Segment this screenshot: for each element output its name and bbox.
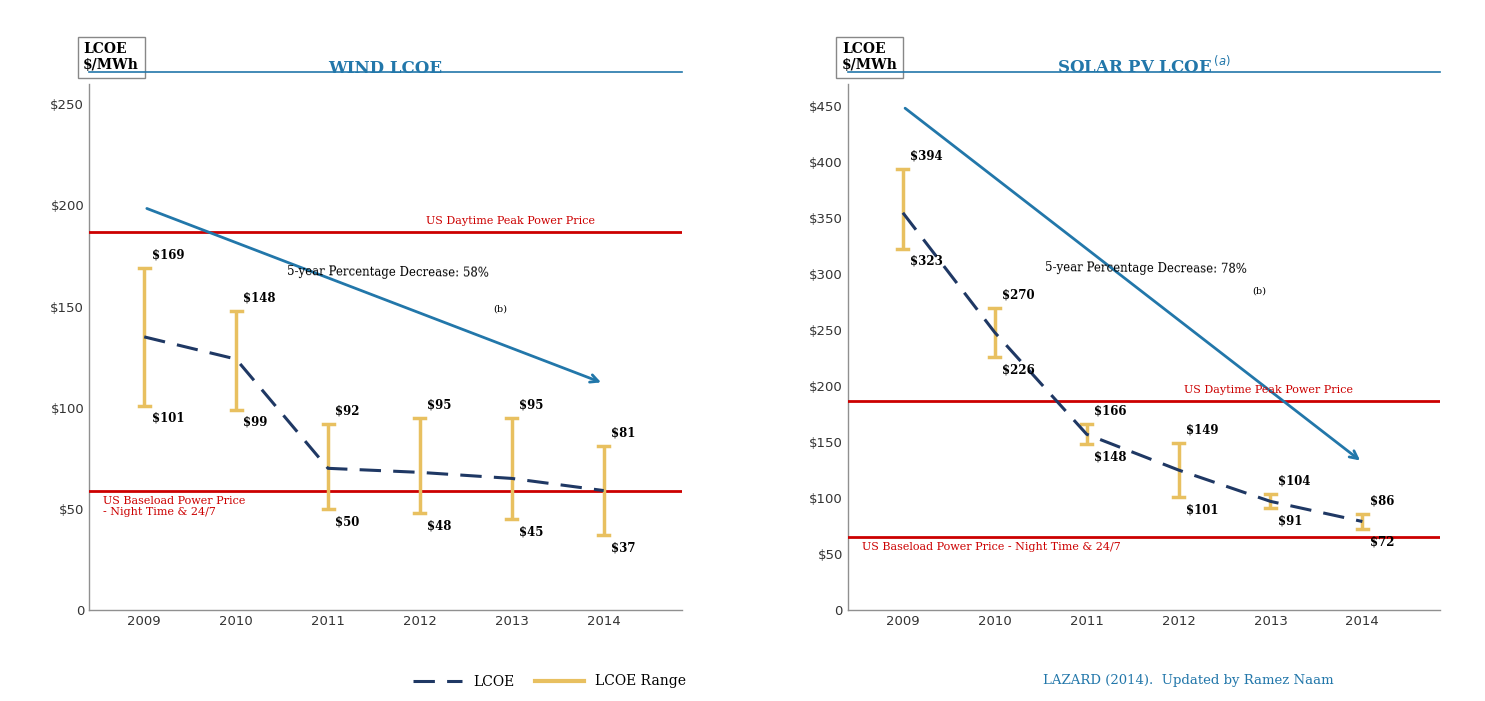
Text: US Baseload Power Price - Night Time & 24/7: US Baseload Power Price - Night Time & 2… — [861, 543, 1120, 552]
Text: $149: $149 — [1187, 424, 1218, 437]
Text: $169: $169 — [151, 249, 184, 261]
Text: $166: $166 — [1094, 405, 1127, 418]
Text: 5-year Percentage Decrease: 78%: 5-year Percentage Decrease: 78% — [1045, 261, 1247, 276]
Text: $101: $101 — [1187, 503, 1218, 516]
Text: $95: $95 — [428, 398, 451, 411]
Text: US Baseload Power Price
- Night Time & 24/7: US Baseload Power Price - Night Time & 2… — [102, 496, 245, 517]
Text: $48: $48 — [428, 519, 451, 532]
Text: $86: $86 — [1369, 494, 1394, 508]
Text: $37: $37 — [610, 541, 636, 554]
Text: $72: $72 — [1369, 536, 1394, 549]
Title: WIND LCOE: WIND LCOE — [328, 60, 443, 77]
Text: $45: $45 — [520, 525, 544, 538]
Text: $270: $270 — [1002, 289, 1035, 301]
Text: $104: $104 — [1277, 474, 1310, 487]
Text: $99: $99 — [244, 416, 267, 429]
Text: $394: $394 — [910, 150, 943, 163]
Text: LAZARD (2014).  Updated by Ramez Naam: LAZARD (2014). Updated by Ramez Naam — [1042, 674, 1334, 687]
Text: (b): (b) — [493, 305, 508, 313]
Text: LCOE
$/MWh: LCOE $/MWh — [842, 42, 898, 72]
Text: $91: $91 — [1277, 515, 1302, 527]
Text: LCOE
$/MWh: LCOE $/MWh — [83, 42, 140, 72]
Text: $95: $95 — [520, 398, 544, 411]
Text: US Daytime Peak Power Price: US Daytime Peak Power Price — [1184, 386, 1353, 395]
Legend: LCOE, LCOE Range: LCOE, LCOE Range — [407, 669, 692, 694]
Text: $226: $226 — [1002, 363, 1035, 376]
Text: $81: $81 — [610, 427, 636, 440]
Text: US Daytime Peak Power Price: US Daytime Peak Power Price — [426, 217, 594, 226]
Text: $148: $148 — [244, 292, 276, 304]
Text: $323: $323 — [910, 255, 943, 268]
Text: $50: $50 — [336, 515, 359, 528]
Text: $101: $101 — [151, 412, 184, 425]
Title: SOLAR PV LCOE$\,^{(a)}$: SOLAR PV LCOE$\,^{(a)}$ — [1057, 56, 1231, 77]
Text: (b): (b) — [1252, 286, 1267, 295]
Text: $148: $148 — [1094, 451, 1127, 463]
Text: $92: $92 — [336, 404, 359, 418]
Text: 5-year Percentage Decrease: 58%: 5-year Percentage Decrease: 58% — [287, 266, 489, 280]
